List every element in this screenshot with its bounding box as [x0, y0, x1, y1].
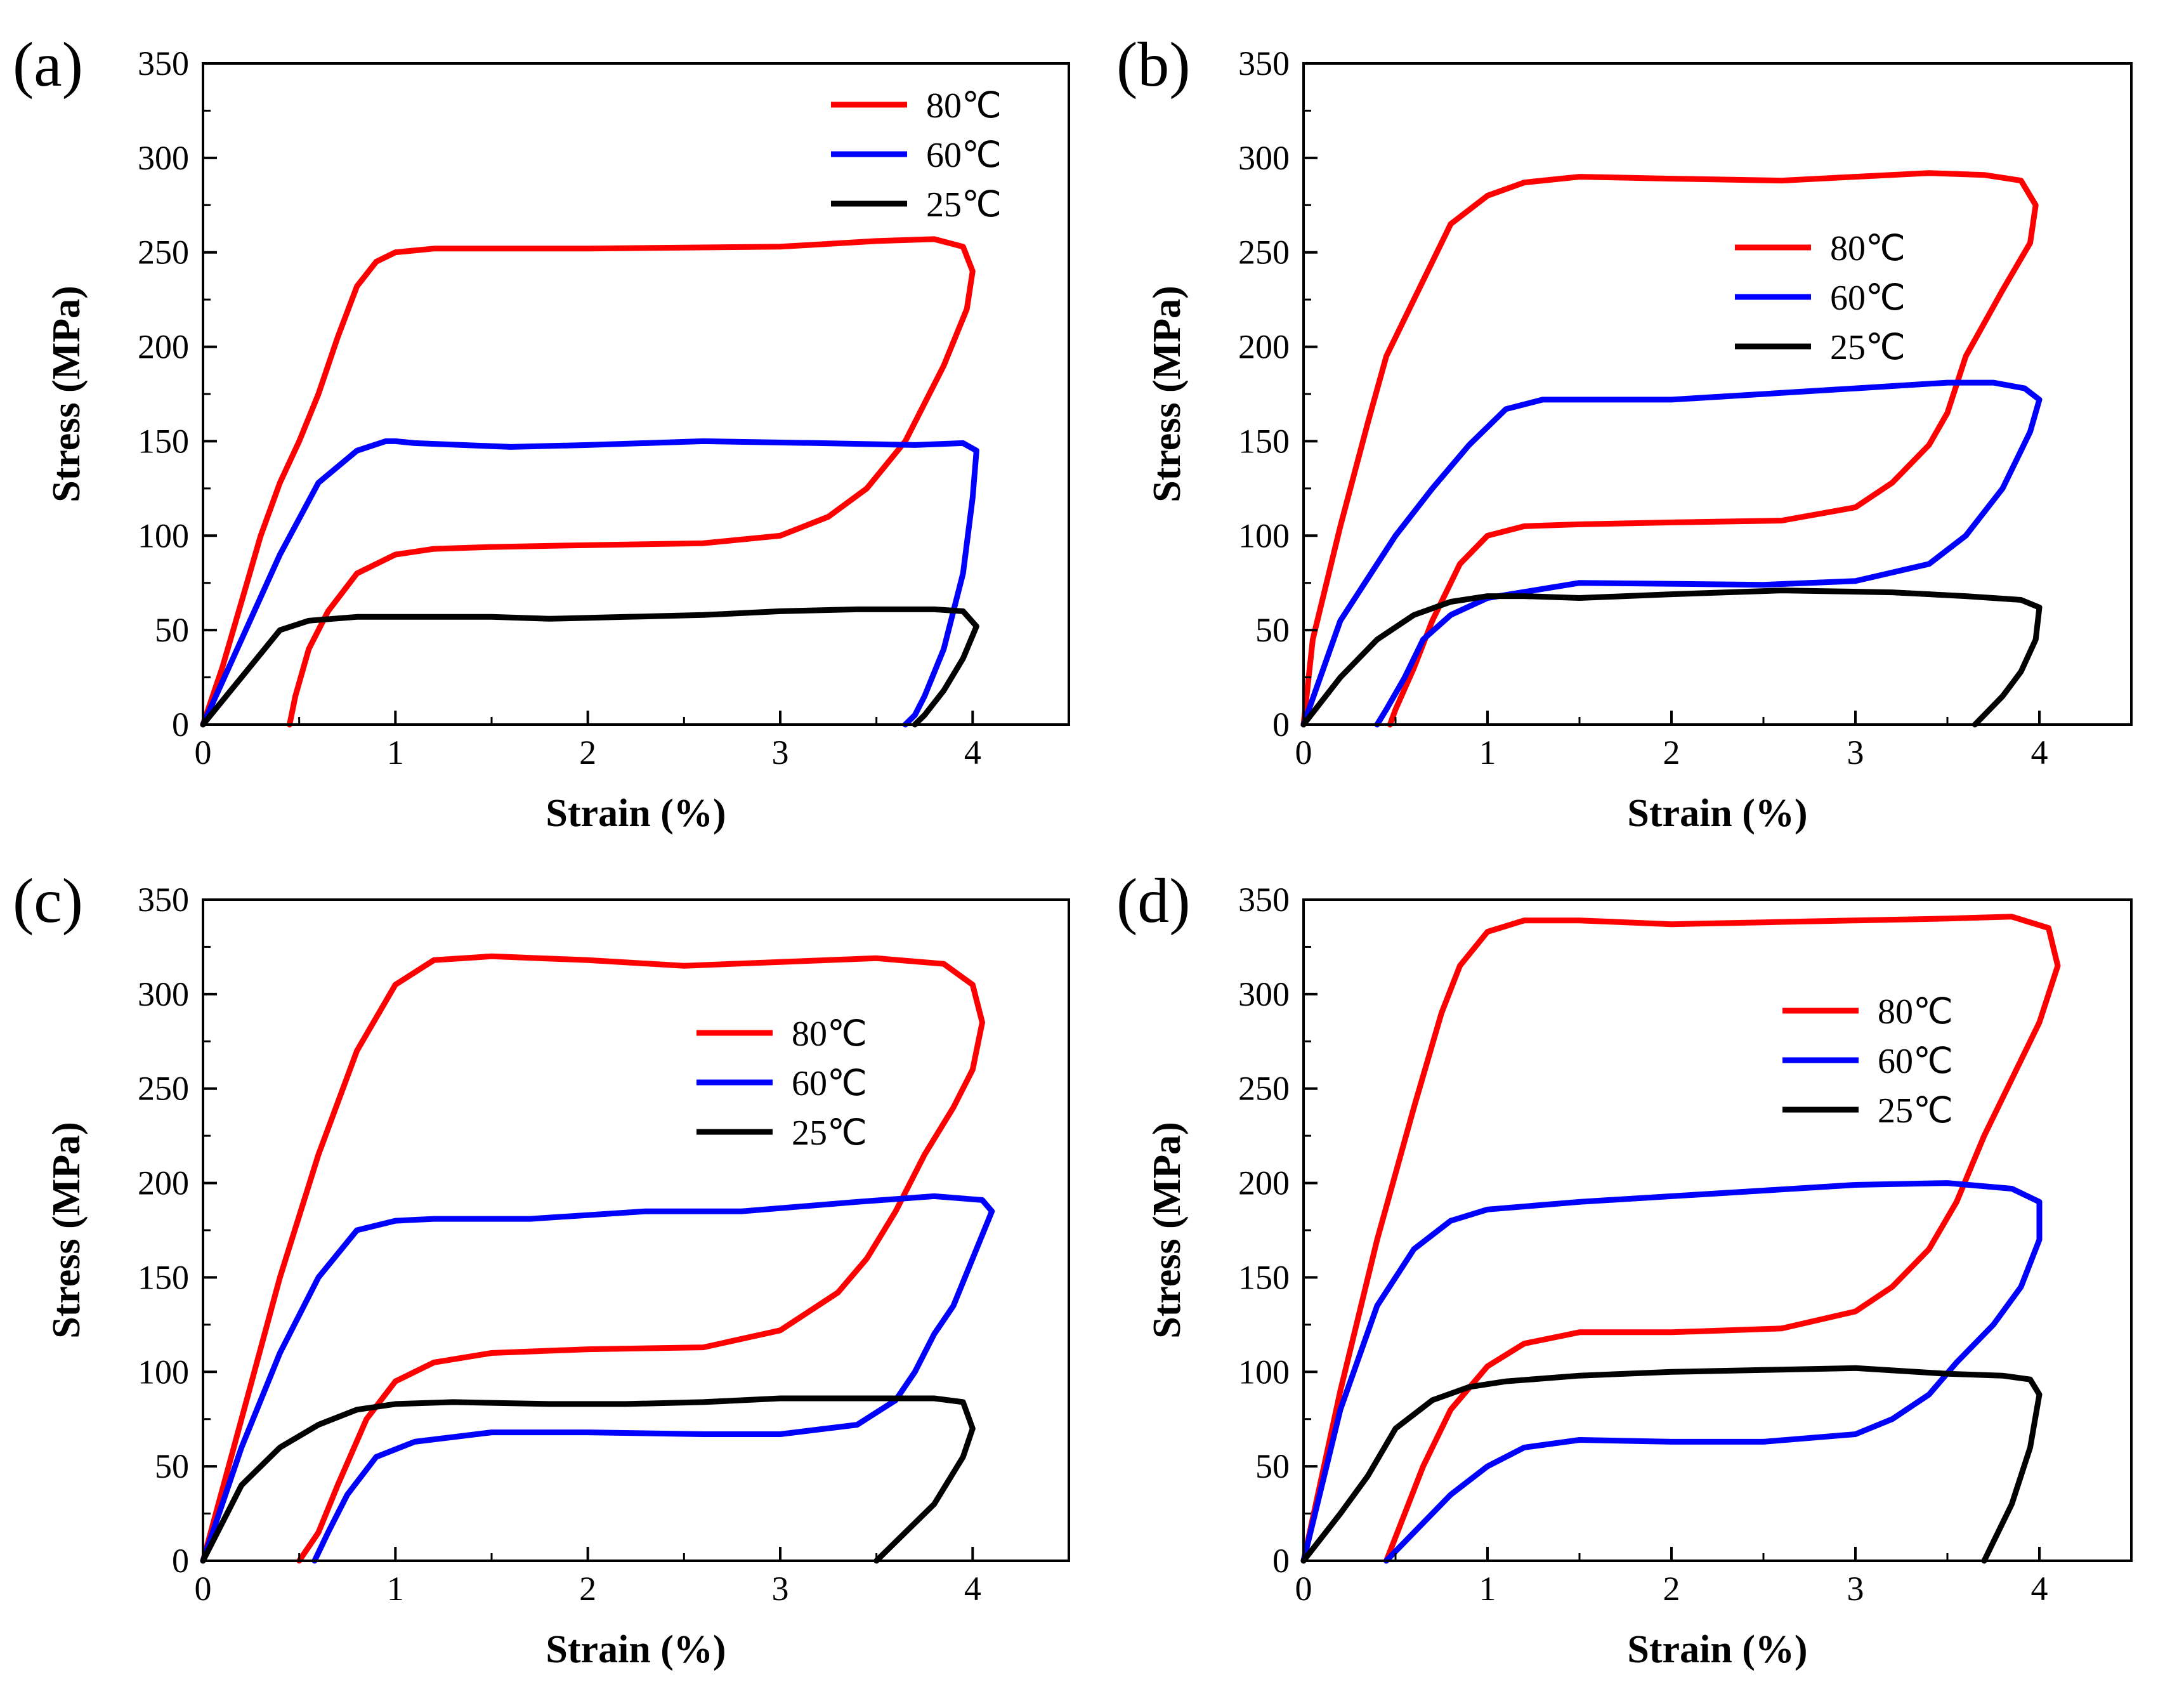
- y-tick-label: 300: [1238, 139, 1290, 177]
- chart-panel-d: 0 1 2 3 4 0 50 100 150 200 250 300 350 Strain (%) Stre…: [1116, 865, 2133, 1671]
- series-line-60c: [200, 1193, 995, 1564]
- y-axis-title: Stress (MPa): [45, 286, 88, 502]
- series-line-60c: [1300, 379, 2043, 728]
- y-tick-label: 350: [1238, 44, 1290, 82]
- legend-label: 25℃: [1830, 328, 1906, 367]
- x-tick-label: 1: [1479, 733, 1496, 772]
- y-tick-label: 250: [1238, 1070, 1290, 1108]
- y-tick-label: 200: [138, 328, 189, 366]
- y-axis-title: Stress (MPa): [45, 1122, 88, 1338]
- x-tick-label: 0: [1295, 1570, 1312, 1608]
- y-tick-label: 300: [1238, 975, 1290, 1013]
- x-tick-label: 3: [1847, 1570, 1864, 1608]
- y-tick-label: 350: [138, 881, 189, 919]
- series-line-60c: [200, 438, 979, 728]
- x-tick-label: 0: [1295, 733, 1312, 772]
- chart-panel-c: 0 1 2 3 4 0 50 100 150 200 250 300 350 Strain (%) Stre…: [13, 865, 1070, 1671]
- series-line-25c: [1300, 588, 2043, 728]
- y-tick-label: 100: [1238, 516, 1290, 555]
- x-tick-label: 1: [387, 1570, 404, 1608]
- x-tick-label: 4: [2031, 733, 2048, 772]
- y-tick-label: 200: [138, 1164, 189, 1202]
- y-tick-label: 50: [1255, 611, 1290, 649]
- legend-label: 60℃: [1830, 279, 1906, 318]
- x-tick-label: 1: [387, 733, 404, 772]
- series-line-80c: [200, 236, 976, 728]
- legend-label: 80℃: [926, 86, 1002, 126]
- legend-label: 25℃: [1878, 1091, 1953, 1131]
- y-tick-label: 100: [138, 516, 189, 555]
- x-tick-label: 2: [1663, 733, 1680, 772]
- plot-frame: [202, 898, 1070, 1562]
- legend-label: 25℃: [792, 1113, 867, 1153]
- legend: 80℃ 60℃ 25℃: [831, 86, 1002, 225]
- legend-label: 60℃: [792, 1064, 867, 1103]
- panel-label: (c): [13, 865, 83, 936]
- legend-label: 80℃: [1878, 992, 1953, 1032]
- y-tick-label: 0: [172, 1542, 189, 1580]
- x-tick-label: 0: [195, 1570, 212, 1608]
- legend-label: 60℃: [926, 136, 1002, 175]
- y-tick-label: 0: [1272, 1542, 1290, 1580]
- legend: 80℃ 60℃ 25℃: [1782, 992, 1953, 1131]
- chart-panel-a: 0 1 2 3 4 0 50 100 150 200 250 300 350 Strain (%) Stre…: [13, 29, 1070, 835]
- y-tick-label: 0: [172, 706, 189, 744]
- panel-label: (b): [1116, 29, 1191, 100]
- y-tick-label: 50: [155, 1447, 189, 1485]
- x-tick-label: 1: [1479, 1570, 1496, 1608]
- y-tick-label: 100: [1238, 1353, 1290, 1391]
- y-axis-title: Stress (MPa): [1146, 286, 1189, 502]
- y-tick-label: 150: [138, 1258, 189, 1296]
- series-line-25c: [200, 1395, 976, 1564]
- y-tick-label: 300: [138, 975, 189, 1013]
- y-tick-label: 350: [138, 44, 189, 82]
- x-tick-label: 3: [772, 733, 789, 772]
- x-tick-label: 4: [964, 1570, 981, 1608]
- x-axis-title: Strain (%): [546, 1628, 726, 1671]
- y-tick-label: 250: [138, 1070, 189, 1108]
- series-line-80c: [1300, 170, 2039, 728]
- series-line-25c: [1300, 1365, 2043, 1564]
- x-axis-title: Strain (%): [1627, 792, 1807, 835]
- y-tick-label: 150: [1238, 1258, 1290, 1296]
- series-line-80c: [200, 953, 985, 1564]
- y-tick-label: 50: [1255, 1447, 1290, 1485]
- chart-panel-b: 0 1 2 3 4 0 50 100 150 200 250 300 350 Strain (%) Stre…: [1116, 29, 2133, 835]
- y-tick-label: 0: [1272, 706, 1290, 744]
- legend: 80℃ 60℃ 25℃: [696, 1015, 867, 1153]
- x-axis-title: Strain (%): [546, 792, 726, 835]
- x-tick-label: 3: [772, 1570, 789, 1608]
- legend-label: 25℃: [926, 185, 1002, 225]
- x-tick-label: 2: [579, 733, 596, 772]
- y-axis-title: Stress (MPa): [1146, 1122, 1189, 1338]
- y-tick-label: 150: [138, 422, 189, 460]
- y-tick-label: 250: [1238, 233, 1290, 272]
- y-tick-label: 50: [155, 611, 189, 649]
- series-line-25c: [200, 606, 979, 728]
- x-tick-label: 0: [195, 733, 212, 772]
- y-tick-label: 100: [138, 1353, 189, 1391]
- y-tick-label: 200: [1238, 328, 1290, 366]
- x-tick-label: 4: [964, 733, 981, 772]
- legend-label: 80℃: [1830, 229, 1906, 268]
- panel-label: (a): [13, 29, 83, 100]
- x-tick-label: 2: [579, 1570, 596, 1608]
- x-tick-label: 2: [1663, 1570, 1680, 1608]
- series-line-60c: [1300, 1180, 2043, 1564]
- series-line-80c: [1300, 914, 2061, 1564]
- y-tick-label: 200: [1238, 1164, 1290, 1202]
- y-tick-label: 250: [138, 233, 189, 272]
- panel-label: (d): [1116, 865, 1191, 936]
- y-tick-label: 350: [1238, 881, 1290, 919]
- legend: 80℃ 60℃ 25℃: [1735, 229, 1906, 367]
- y-tick-label: 300: [138, 139, 189, 177]
- x-axis-title: Strain (%): [1627, 1628, 1807, 1671]
- y-tick-label: 150: [1238, 422, 1290, 460]
- x-tick-label: 3: [1847, 733, 1864, 772]
- legend-label: 60℃: [1878, 1042, 1953, 1081]
- x-tick-label: 4: [2031, 1570, 2048, 1608]
- legend-label: 80℃: [792, 1015, 867, 1054]
